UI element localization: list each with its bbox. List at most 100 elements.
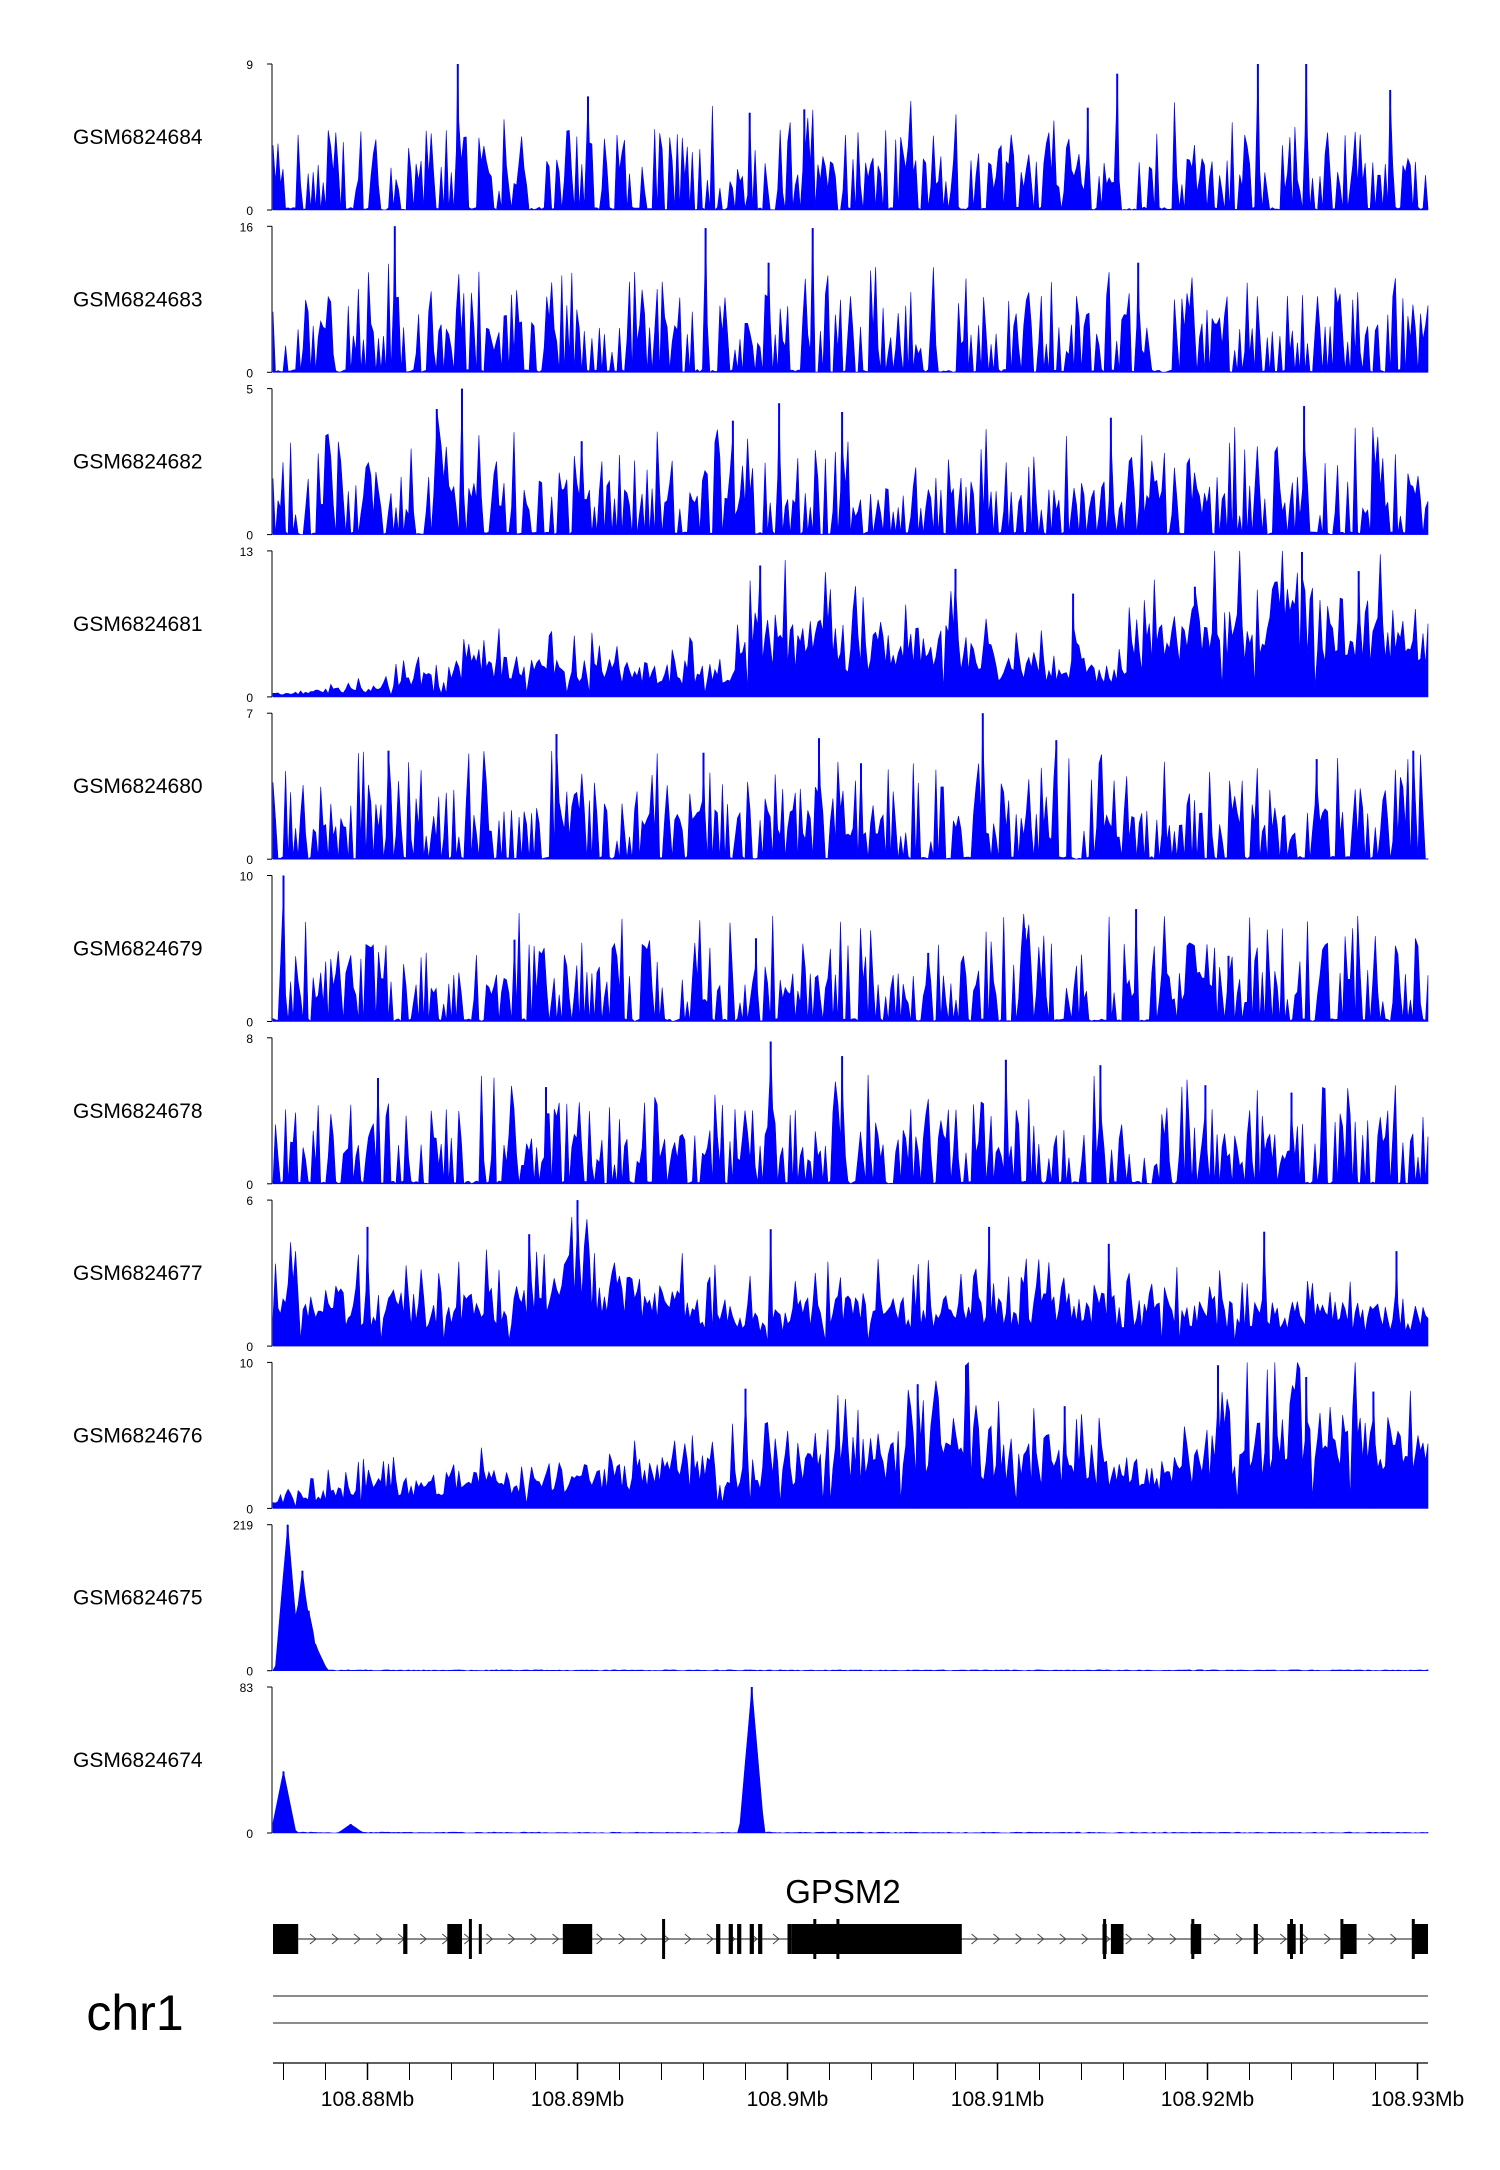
track-label: GSM6824678 (73, 1100, 203, 1123)
exon (716, 1924, 721, 1954)
y-min-label: 0 (246, 1340, 253, 1354)
track-label: GSM6824674 (73, 1749, 203, 1772)
strand-arrow (419, 1933, 427, 1945)
coverage-tracks: GSM682468490GSM6824683160GSM682468250GSM… (73, 58, 1429, 1841)
exon (737, 1924, 742, 1954)
track-GSM6824674: GSM6824674 83 0 (73, 1681, 1429, 1841)
x-tick-label: 108.93Mb (1371, 2088, 1464, 2111)
track-label: GSM6824676 (73, 1424, 203, 1447)
exon-boundary (813, 1919, 817, 1959)
strand-arrow (1037, 1933, 1045, 1945)
exon (1341, 1924, 1357, 1954)
y-min-label: 0 (246, 1665, 253, 1679)
strand-arrow (596, 1933, 604, 1945)
track-label: GSM6824684 (73, 126, 203, 149)
y-min-label: 0 (246, 1178, 253, 1192)
x-tick-label: 108.91Mb (951, 2088, 1044, 2111)
genome-axis: chr1 108.88Mb 108.89Mb 108.9Mb 108.91Mb 108.… (86, 1985, 1464, 2111)
track-GSM6824679: GSM6824679 10 0 (73, 870, 1429, 1030)
exon (1299, 1924, 1303, 1954)
coverage-area (272, 1686, 1429, 1834)
exon-boundary (662, 1919, 666, 1959)
y-min-label: 0 (246, 1016, 253, 1030)
exon (728, 1924, 733, 1954)
track-GSM6824680: GSM6824680 7 0 (73, 707, 1429, 867)
y-max-label: 8 (246, 1032, 253, 1046)
exon-boundary (1340, 1919, 1344, 1959)
y-max-label: 10 (240, 1356, 254, 1370)
exon (1253, 1924, 1258, 1954)
strand-arrow (1279, 1933, 1287, 1945)
exon (447, 1924, 462, 1954)
track-label: GSM6824682 (73, 451, 203, 474)
exon (787, 1924, 792, 1954)
y-max-label: 5 (246, 383, 253, 397)
coverage-area (272, 388, 1429, 536)
x-tick-label: 108.89Mb (531, 2088, 624, 2111)
strand-arrow (1125, 1933, 1133, 1945)
y-min-label: 0 (246, 366, 253, 380)
track-label: GSM6824681 (73, 613, 203, 636)
track-GSM6824676: GSM6824676 10 0 (73, 1356, 1429, 1516)
track-GSM6824681: GSM6824681 13 0 (73, 545, 1429, 705)
strand-arrow (1081, 1933, 1089, 1945)
strand-arrow (1390, 1933, 1398, 1945)
track-label: GSM6824680 (73, 775, 203, 798)
strand-arrow (530, 1933, 538, 1945)
y-max-label: 83 (240, 1681, 254, 1695)
y-min-label: 0 (246, 1827, 253, 1841)
strand-arrow (772, 1933, 780, 1945)
exon (403, 1924, 408, 1954)
exon (1110, 1924, 1124, 1954)
coverage-area (272, 1200, 1429, 1347)
track-label: GSM6824675 (73, 1587, 203, 1610)
strand-arrow (706, 1933, 714, 1945)
y-min-label: 0 (246, 204, 253, 218)
strand-arrow (375, 1933, 383, 1945)
strand-arrow (1235, 1933, 1243, 1945)
y-max-label: 6 (246, 1194, 253, 1208)
strand-arrow (1059, 1933, 1067, 1945)
strand-arrow (1169, 1933, 1177, 1945)
strand-arrow (971, 1933, 979, 1945)
strand-arrow (331, 1933, 339, 1945)
y-min-label: 0 (246, 853, 253, 867)
strand-arrow (1368, 1933, 1376, 1945)
strand-arrow (1323, 1933, 1332, 1945)
chromosome-label: chr1 (86, 1985, 183, 2041)
strand-arrow (486, 1933, 494, 1945)
exon (1413, 1924, 1428, 1954)
strand-arrow (684, 1933, 692, 1945)
y-min-label: 0 (246, 529, 253, 543)
exon-boundary (836, 1919, 840, 1959)
track-GSM6824682: GSM6824682 5 0 (73, 383, 1429, 543)
track-label: GSM6824677 (73, 1262, 203, 1285)
y-min-label: 0 (246, 1502, 253, 1516)
exon (791, 1924, 962, 1954)
exon (758, 1924, 763, 1954)
strand-arrow (353, 1933, 361, 1945)
track-label: GSM6824683 (73, 288, 203, 311)
strand-arrow (1015, 1933, 1023, 1945)
gene-label: GPSM2 (785, 1873, 901, 1910)
y-max-label: 13 (240, 545, 254, 559)
coverage-area (272, 1361, 1429, 1509)
strand-arrow (618, 1933, 626, 1945)
exon (273, 1924, 299, 1954)
y-max-label: 10 (240, 870, 254, 884)
exon (478, 1924, 482, 1954)
exon-boundary (1103, 1919, 1107, 1959)
strand-arrow (1257, 1933, 1265, 1945)
coverage-area (272, 63, 1429, 211)
coverage-area (272, 1524, 1429, 1672)
track-label: GSM6824679 (73, 938, 203, 961)
exon-boundary (468, 1919, 472, 1959)
y-min-label: 0 (246, 691, 253, 705)
x-tick-label: 108.92Mb (1161, 2088, 1254, 2111)
coverage-area (272, 226, 1429, 373)
y-max-label: 16 (240, 220, 254, 234)
exon-boundary (1290, 1919, 1293, 1959)
exon (1197, 1924, 1202, 1954)
track-GSM6824677: GSM6824677 6 0 (73, 1194, 1429, 1354)
